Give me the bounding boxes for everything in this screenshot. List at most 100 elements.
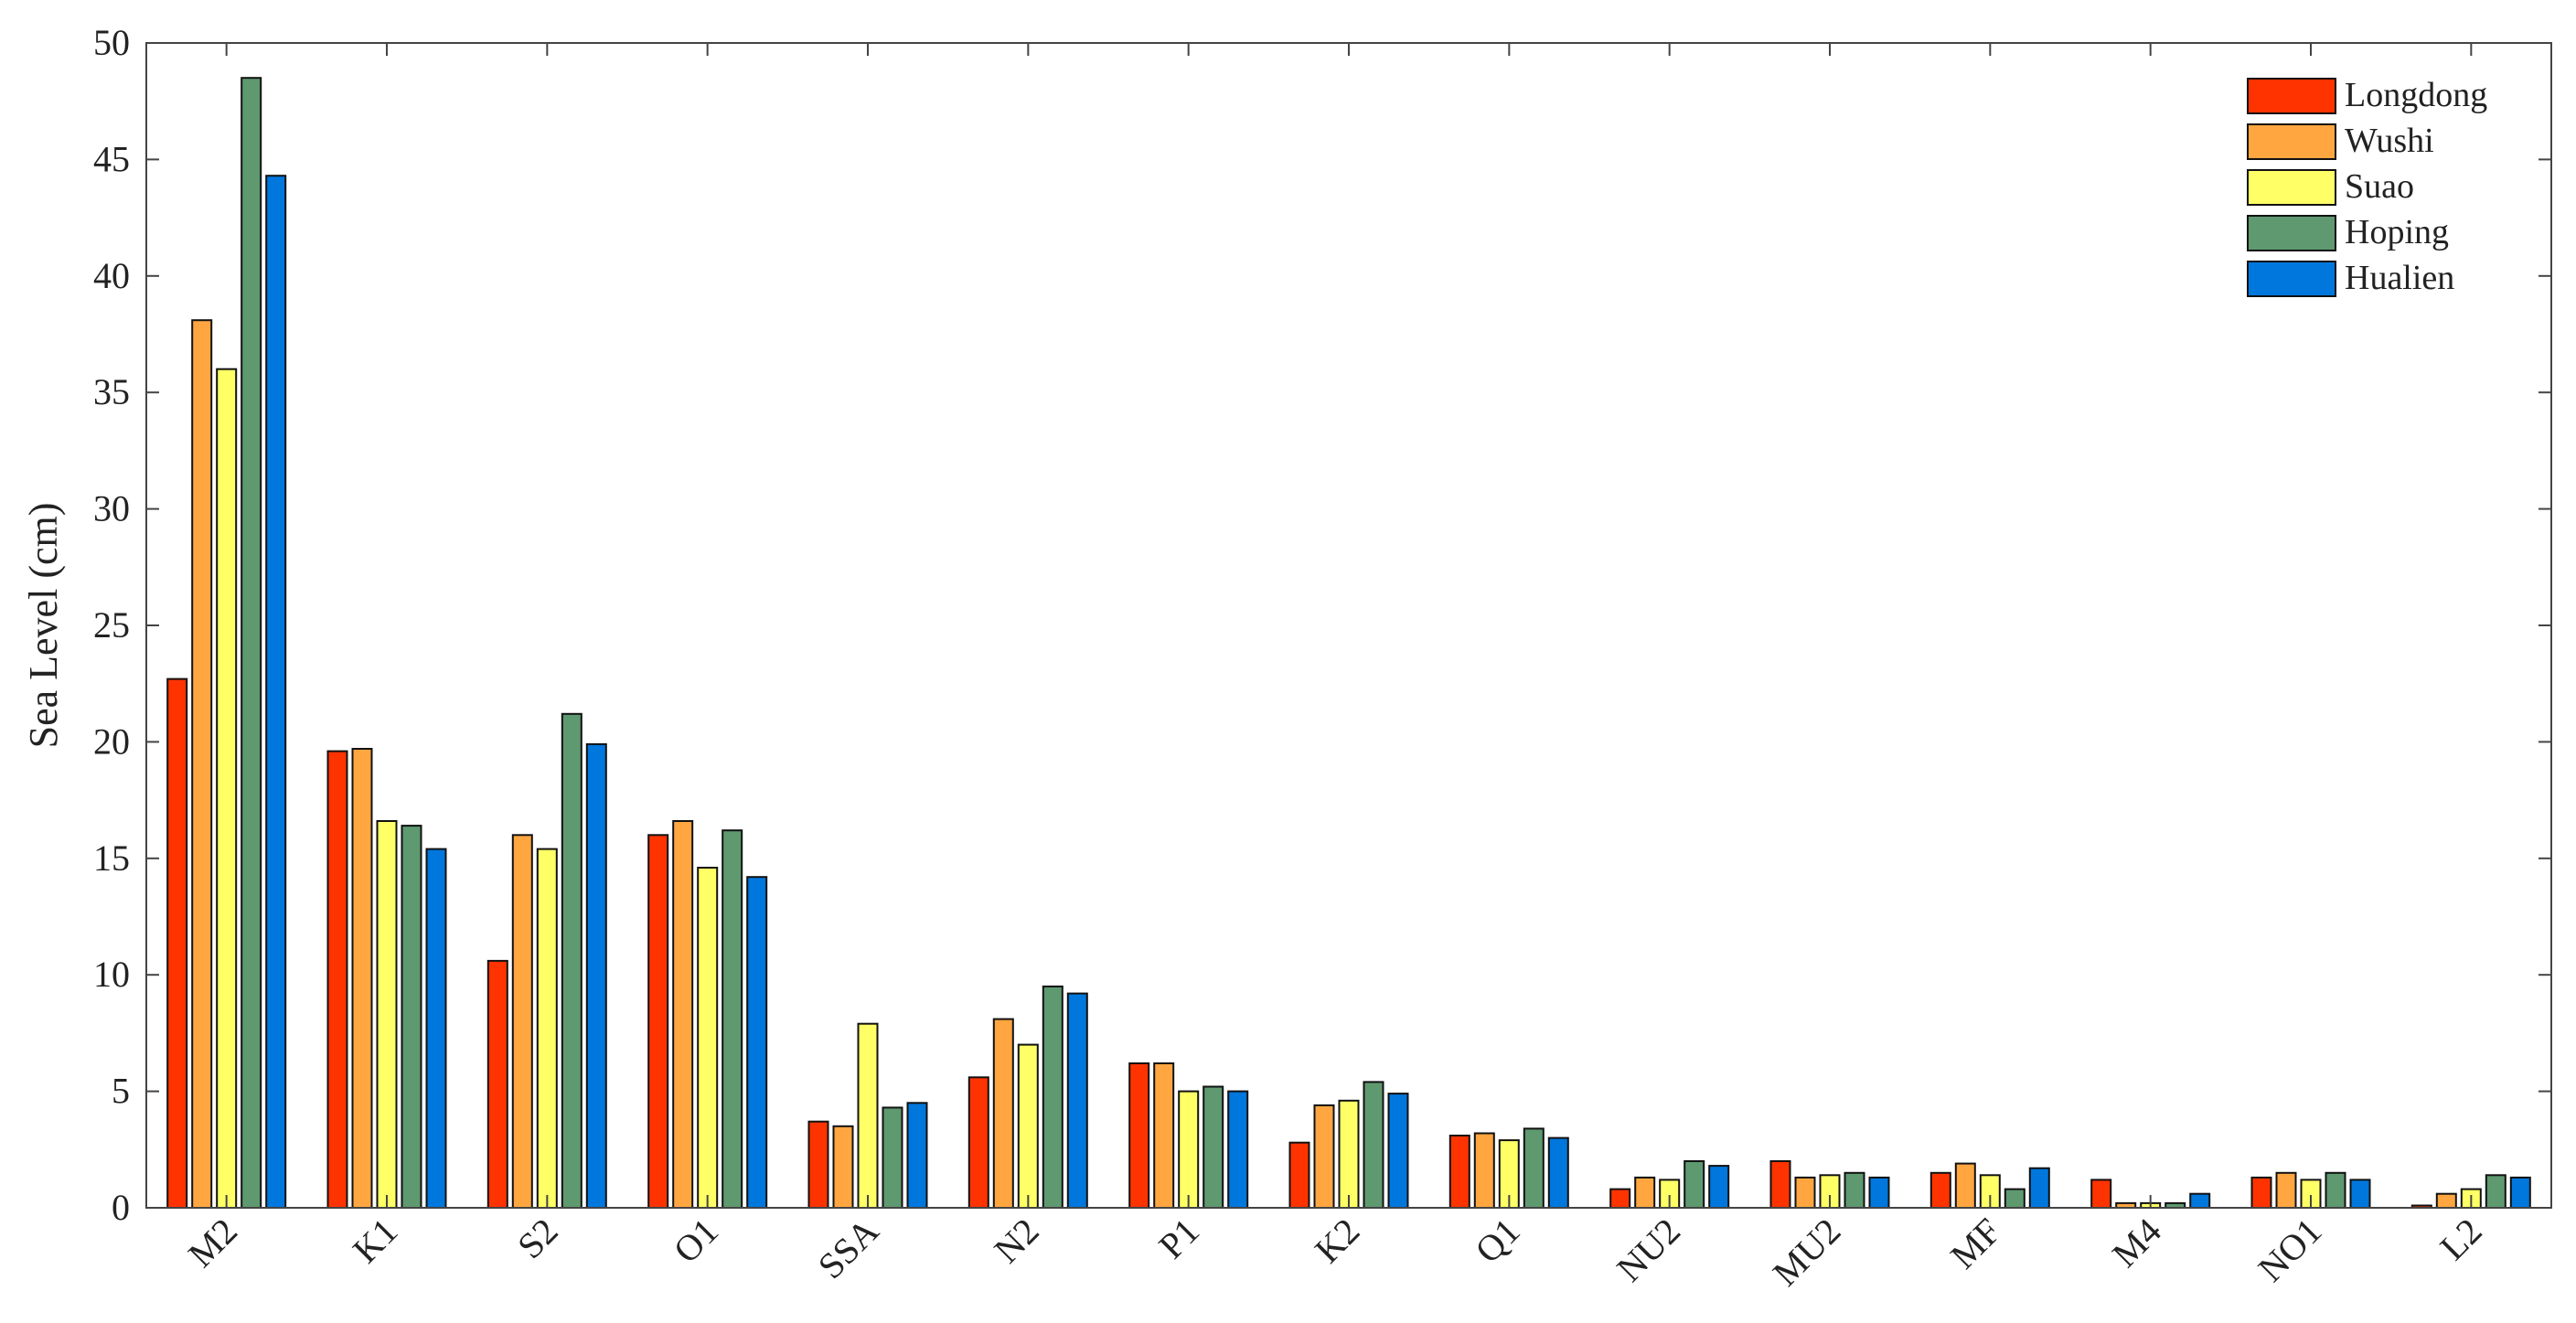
legend-label-wushi: Wushi (2345, 122, 2434, 160)
bar-mu2-hualien (1868, 1176, 1890, 1210)
bar-m2-longdong (166, 678, 188, 1209)
legend: Longdong Wushi Suao Hoping Hualien (2247, 76, 2487, 297)
bar-q1-wushi (1473, 1132, 1495, 1209)
legend-swatch-wushi (2247, 123, 2336, 160)
y-tick-label-20: 20 (93, 720, 130, 762)
bar-k2-longdong (1288, 1141, 1310, 1209)
legend-label-hualien: Hualien (2345, 259, 2454, 297)
bar-ssa-hoping (882, 1106, 903, 1210)
bar-k2-suao (1338, 1099, 1360, 1210)
x-tick-label-m4: M4 (2104, 1211, 2169, 1275)
bar-l2-hualien (2509, 1176, 2531, 1210)
bar-ssa-wushi (832, 1125, 854, 1210)
bar-p1-longdong (1128, 1062, 1150, 1209)
bar-n2-hualien (1066, 992, 1088, 1209)
bar-s2-hoping (561, 712, 583, 1209)
legend-label-suao: Suao (2345, 167, 2414, 206)
bar-o1-suao (697, 867, 719, 1209)
x-tick-label-ssa: SSA (810, 1210, 887, 1286)
bar-q1-longdong (1448, 1135, 1470, 1209)
bar-l2-hoping (2485, 1174, 2507, 1210)
axes-group: 0 5 10 15 20 25 30 35 40 45 50 M2 K1 S2 O1 SSA N2 P1 K2 Q1 N… (21, 22, 2552, 1295)
legend-label-longdong: Longdong (2345, 76, 2487, 114)
bars-group (166, 77, 2531, 1210)
x-tick-label-p1: P1 (1150, 1211, 1207, 1267)
bar-ssa-longdong (807, 1120, 829, 1209)
bar-s2-wushi (511, 834, 533, 1209)
x-tick-label-mu2: MU2 (1765, 1211, 1849, 1295)
bar-p1-hualien (1227, 1090, 1249, 1209)
bar-n2-hoping (1042, 985, 1064, 1210)
y-tick-label-35: 35 (93, 371, 130, 412)
bar-m4-longdong (2090, 1179, 2112, 1210)
bar-mf-hualien (2028, 1167, 2050, 1209)
bar-mu2-longdong (1769, 1160, 1791, 1209)
x-tick-label-m2: M2 (180, 1211, 245, 1275)
y-tick-label-25: 25 (93, 604, 130, 645)
bar-p1-wushi (1153, 1062, 1175, 1209)
bar-p1-suao (1178, 1090, 1200, 1209)
bar-o1-longdong (647, 834, 669, 1209)
x-tick-label-q1: Q1 (1467, 1211, 1527, 1271)
bar-nu2-hoping (1683, 1160, 1705, 1209)
bar-mf-longdong (1929, 1171, 1951, 1210)
y-tick-label-50: 50 (93, 22, 130, 63)
bar-k1-longdong (326, 750, 348, 1209)
x-tick-label-mf: MF (1942, 1211, 2009, 1277)
bar-mu2-wushi (1794, 1176, 1816, 1210)
x-tick-label-n2: N2 (986, 1211, 1046, 1271)
bar-no1-hualien (2349, 1179, 2371, 1210)
bar-no1-hoping (2325, 1171, 2346, 1210)
legend-label-hoping: Hoping (2345, 213, 2449, 251)
legend-swatch-hualien (2247, 261, 2336, 297)
legend-swatch-longdong (2247, 78, 2336, 114)
bar-k2-hualien (1387, 1093, 1409, 1209)
bar-k1-suao (376, 820, 398, 1209)
y-tick-label-45: 45 (93, 138, 130, 179)
bar-m2-wushi (191, 319, 213, 1209)
y-tick-label-10: 10 (93, 954, 130, 995)
bar-ssa-hualien (906, 1102, 928, 1210)
bar-nu2-hualien (1708, 1165, 1730, 1209)
x-tick-label-no1: NO1 (2250, 1211, 2330, 1290)
bar-k2-wushi (1313, 1104, 1335, 1210)
bar-m2-hualien (265, 175, 287, 1210)
bar-k2-hoping (1363, 1081, 1384, 1210)
y-tick-label-5: 5 (112, 1071, 130, 1112)
x-tick-label-s2: S2 (509, 1211, 566, 1267)
bar-no1-wushi (2275, 1171, 2297, 1210)
x-tick-label-k2: K2 (1307, 1211, 1367, 1271)
bar-s2-longdong (486, 959, 508, 1210)
y-tick-label-15: 15 (93, 838, 130, 879)
bar-mu2-hoping (1844, 1171, 1865, 1210)
bar-o1-wushi (672, 820, 694, 1209)
y-axis-label: Sea Level (cm) (21, 503, 66, 749)
bar-o1-hualien (746, 876, 768, 1209)
y-tick-label-30: 30 (93, 488, 130, 529)
bar-k1-hoping (401, 825, 422, 1209)
bar-mf-wushi (1954, 1162, 1976, 1209)
bar-nu2-longdong (1609, 1188, 1631, 1209)
y-tick-label-40: 40 (93, 255, 130, 296)
bar-l2-wushi (2435, 1192, 2457, 1209)
bar-n2-suao (1017, 1043, 1039, 1209)
bar-k1-hualien (425, 848, 447, 1209)
bar-m4-hualien (2189, 1192, 2211, 1209)
bar-o1-hoping (721, 829, 743, 1209)
legend-swatch-hoping (2247, 215, 2336, 251)
legend-swatch-suao (2247, 169, 2336, 206)
y-tick-label-0: 0 (112, 1187, 130, 1228)
bar-mf-hoping (2004, 1188, 2026, 1209)
bar-s2-hualien (585, 742, 607, 1210)
bar-n2-wushi (992, 1018, 1014, 1209)
bar-m2-hoping (240, 77, 262, 1210)
bar-m2-suao (216, 368, 238, 1209)
bar-ssa-suao (857, 1022, 879, 1209)
x-tick-label-k1: K1 (345, 1211, 405, 1271)
bar-n2-longdong (967, 1076, 989, 1210)
bar-no1-longdong (2250, 1176, 2272, 1210)
bar-k1-wushi (351, 748, 373, 1209)
bar-p1-hoping (1202, 1085, 1224, 1209)
